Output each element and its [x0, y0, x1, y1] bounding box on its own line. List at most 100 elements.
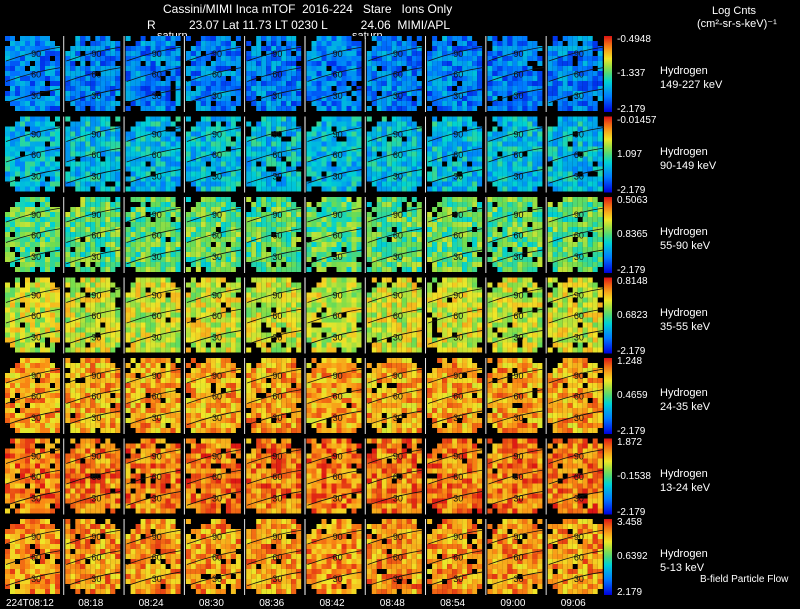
latitude-label: 90: [393, 371, 403, 381]
latitude-label: 90: [31, 49, 41, 59]
time-tick-label: 08:42: [319, 598, 345, 609]
latitude-label: 90: [453, 452, 463, 462]
latitude-label: 60: [574, 311, 584, 321]
latitude-label: 90: [453, 371, 463, 381]
ena-panel: 90 60 30: [245, 197, 306, 273]
colorbar-min-label: -2.179: [617, 426, 646, 437]
latitude-label: 60: [31, 70, 41, 80]
ena-panel: 90 60 30: [184, 197, 246, 273]
species-energy-label: Hydrogen 149-227 keV: [660, 65, 723, 91]
latitude-label: 60: [393, 553, 403, 563]
ena-panel: 90 60 30: [184, 519, 246, 595]
ena-panel: 90 60 30: [486, 197, 547, 273]
latitude-label: 60: [91, 392, 101, 402]
ena-panel: 90 60 30: [184, 36, 246, 112]
colorbar-max-label: -0.4948: [617, 34, 651, 45]
species-energy-label: Hydrogen 13-24 keV: [660, 467, 711, 494]
latitude-label: 60: [31, 392, 41, 402]
latitude-label: 90: [272, 49, 282, 59]
latitude-label: 30: [272, 91, 282, 101]
latitude-label: 30: [333, 574, 343, 584]
latitude-label: 60: [272, 392, 282, 402]
time-tick-label: 08:24: [138, 598, 164, 609]
latitude-label: 30: [152, 574, 162, 584]
latitude-label: 60: [393, 311, 403, 321]
latitude-label: 30: [574, 574, 584, 584]
latitude-label: 90: [91, 130, 101, 140]
latitude-label: 90: [212, 130, 222, 140]
ena-panel: 90 60 30: [124, 438, 185, 515]
ena-panel: 90 60 30: [546, 519, 607, 595]
latitude-label: 30: [31, 252, 41, 262]
ena-panel: 90 60 30: [486, 277, 547, 354]
colorbar-max-label: -0.01457: [617, 114, 657, 126]
latitude-label: 30: [31, 574, 41, 584]
ena-panel: 90 60 30: [245, 358, 306, 434]
latitude-label: 60: [212, 231, 222, 241]
latitude-label: 30: [212, 252, 222, 262]
latitude-label: 30: [574, 252, 584, 262]
ena-panel: 90 60 30: [124, 519, 185, 595]
latitude-label: 30: [574, 332, 584, 342]
latitude-label: 30: [212, 574, 222, 584]
latitude-label: 60: [333, 472, 343, 482]
latitude-label: 30: [333, 252, 343, 262]
latitude-label: 60: [91, 231, 101, 241]
colorbar-mid-label: -0.1538: [617, 470, 651, 482]
ena-panel: 90 60 30: [486, 438, 547, 515]
latitude-label: 60: [152, 472, 162, 482]
ena-panel: 90 60 30: [245, 36, 306, 112]
latitude-label: 90: [514, 532, 524, 542]
ena-panel: 90 60 30: [365, 519, 427, 595]
latitude-label: 60: [393, 150, 403, 160]
latitude-label: 60: [514, 150, 524, 160]
species-energy-label: Hydrogen 90-149 keV: [660, 145, 717, 172]
latitude-label: 90: [212, 49, 222, 59]
latitude-label: 60: [453, 392, 463, 402]
ena-panel: 90 60 30: [486, 116, 547, 193]
latitude-label: 30: [152, 493, 162, 503]
latitude-label: 30: [91, 574, 101, 584]
latitude-label: 30: [393, 252, 403, 262]
ena-panel: 90 60 30: [124, 116, 185, 193]
latitude-label: 60: [272, 553, 282, 563]
latitude-label: 30: [453, 493, 463, 503]
colorbar-min-label: -2.179: [617, 104, 646, 115]
latitude-label: 60: [514, 70, 524, 80]
colorbar: [604, 197, 612, 273]
ena-panel: 90 60 30: [305, 438, 366, 515]
ena-panel: 90 60 30: [486, 36, 547, 112]
latitude-label: 30: [91, 252, 101, 262]
latitude-label: 30: [272, 252, 282, 262]
ena-panel: 90 60 30: [184, 277, 246, 354]
latitude-label: 90: [91, 291, 101, 301]
latitude-label: 90: [212, 371, 222, 381]
latitude-label: 30: [152, 91, 162, 101]
latitude-label: 30: [333, 332, 343, 342]
species-energy-label: Hydrogen 55-90 keV: [660, 226, 711, 252]
ena-panel: 90 60 30: [486, 519, 547, 595]
latitude-label: 60: [31, 150, 41, 160]
colorbar-max-label: 3.458: [617, 517, 643, 528]
ena-panel: 90 60 30: [245, 519, 306, 595]
ena-panel: 90 60 30: [4, 358, 65, 434]
latitude-label: 30: [514, 252, 524, 262]
latitude-label: 90: [574, 371, 584, 381]
time-tick-label: 08:36: [259, 598, 285, 609]
latitude-label: 90: [514, 452, 524, 462]
ena-panel: 90 60 30: [305, 36, 366, 112]
latitude-label: 60: [393, 472, 403, 482]
latitude-label: 30: [272, 574, 282, 584]
ena-panel: 90 60 30: [546, 197, 607, 273]
ena-panel: 90 60 30: [305, 197, 366, 273]
latitude-label: 30: [453, 332, 463, 342]
latitude-label: 30: [91, 171, 101, 181]
latitude-label: 90: [152, 291, 162, 301]
latitude-label: 30: [393, 413, 403, 423]
latitude-label: 90: [31, 291, 41, 301]
latitude-label: 30: [333, 91, 343, 101]
latitude-label: 90: [514, 371, 524, 381]
ena-panel: 90 60 30: [4, 197, 65, 273]
ena-panel: 90 60 30: [4, 519, 65, 595]
